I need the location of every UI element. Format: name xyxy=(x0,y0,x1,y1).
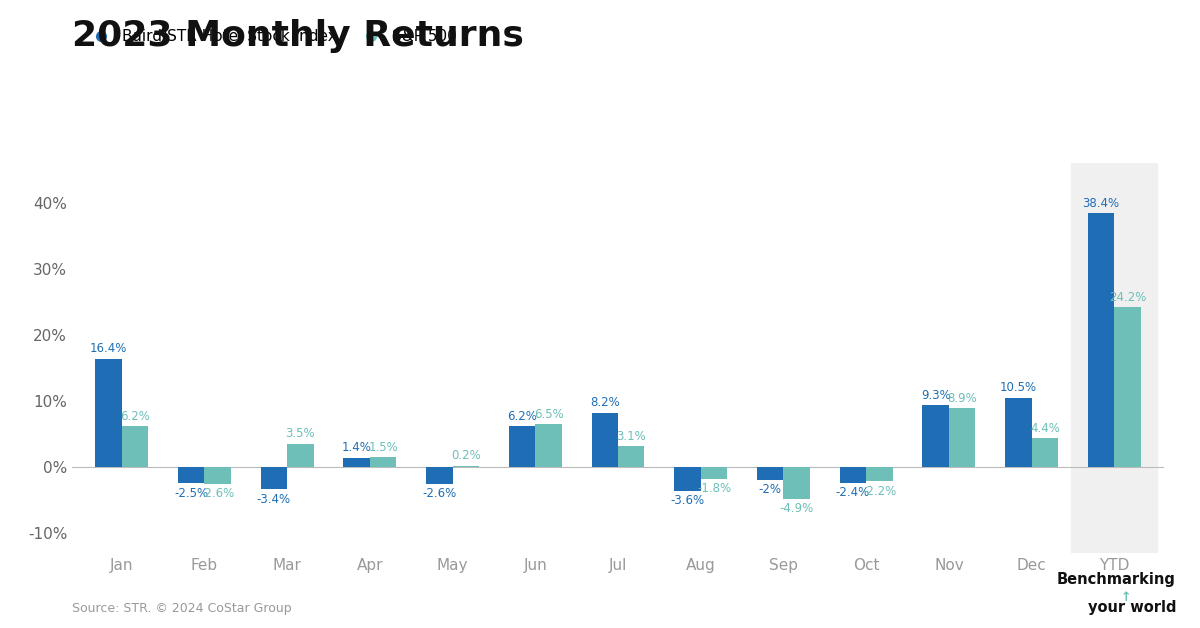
Bar xyxy=(618,447,644,467)
Text: -1.8%: -1.8% xyxy=(697,482,731,495)
Text: 4.4%: 4.4% xyxy=(1030,421,1060,435)
Bar xyxy=(121,426,148,467)
Bar xyxy=(592,413,618,467)
Bar xyxy=(1115,307,1141,467)
Bar xyxy=(1072,163,1157,553)
Bar xyxy=(866,467,893,482)
Text: 9.3%: 9.3% xyxy=(920,389,950,402)
Bar xyxy=(701,467,727,479)
Bar xyxy=(509,426,535,467)
Text: -4.9%: -4.9% xyxy=(780,502,814,516)
Text: -2.2%: -2.2% xyxy=(863,485,896,497)
Text: your world: your world xyxy=(1087,600,1176,615)
Text: -3.4%: -3.4% xyxy=(257,492,290,506)
Text: 2023 Monthly Returns: 2023 Monthly Returns xyxy=(72,19,524,53)
Text: -3.6%: -3.6% xyxy=(671,494,704,507)
Bar xyxy=(178,467,204,484)
Legend: Baird/STR Hotel Stock Index, S&P 500: Baird/STR Hotel Stock Index, S&P 500 xyxy=(79,23,463,50)
Bar xyxy=(204,467,230,484)
Bar xyxy=(343,458,370,467)
Text: -2.5%: -2.5% xyxy=(174,487,208,500)
Text: Benchmarking: Benchmarking xyxy=(1057,572,1176,587)
Text: -2.4%: -2.4% xyxy=(836,486,870,499)
Text: Source: STR. © 2024 CoStar Group: Source: STR. © 2024 CoStar Group xyxy=(72,602,292,615)
Text: 16.4%: 16.4% xyxy=(90,342,127,355)
Text: ↑: ↑ xyxy=(1121,591,1132,604)
Bar xyxy=(95,359,121,467)
Bar xyxy=(1088,214,1115,467)
Text: 10.5%: 10.5% xyxy=(1000,381,1037,394)
Bar xyxy=(757,467,784,480)
Bar xyxy=(784,467,810,499)
Text: 24.2%: 24.2% xyxy=(1109,291,1146,304)
Text: 6.2%: 6.2% xyxy=(508,409,536,423)
Text: 6.2%: 6.2% xyxy=(120,409,150,423)
Bar xyxy=(260,467,287,489)
Bar xyxy=(1032,438,1058,467)
Text: 1.4%: 1.4% xyxy=(342,441,372,454)
Bar xyxy=(452,465,479,467)
Text: 3.5%: 3.5% xyxy=(286,428,316,440)
Text: 6.5%: 6.5% xyxy=(534,408,563,421)
Text: 0.2%: 0.2% xyxy=(451,449,481,462)
Text: 3.1%: 3.1% xyxy=(617,430,646,443)
Text: -2.6%: -2.6% xyxy=(422,487,456,501)
Text: -2.6%: -2.6% xyxy=(200,487,235,501)
Bar xyxy=(535,424,562,467)
Bar xyxy=(426,467,452,484)
Text: 8.2%: 8.2% xyxy=(590,396,619,409)
Bar xyxy=(949,408,976,467)
Text: 8.9%: 8.9% xyxy=(947,392,977,405)
Text: 38.4%: 38.4% xyxy=(1082,197,1120,210)
Bar xyxy=(1006,398,1032,467)
Bar xyxy=(370,457,396,467)
Text: 1.5%: 1.5% xyxy=(368,441,398,453)
Bar xyxy=(287,444,313,467)
Bar xyxy=(923,406,949,467)
Bar xyxy=(674,467,701,490)
Text: -2%: -2% xyxy=(758,484,781,496)
Bar xyxy=(840,467,866,483)
